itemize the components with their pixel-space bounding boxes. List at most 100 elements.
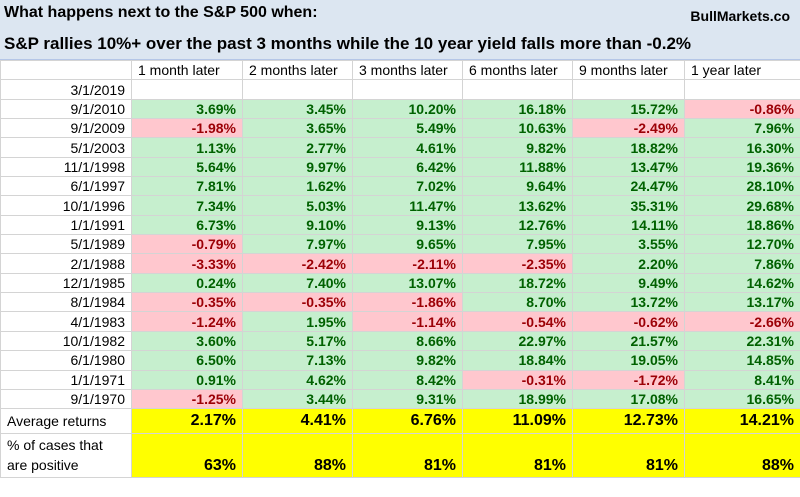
return-cell: -1.14% [352, 311, 463, 332]
column-header: 6 months later [462, 59, 573, 81]
return-cell: -1.24% [131, 311, 243, 332]
return-cell: 16.65% [684, 388, 800, 410]
data-row: 1/1/1991 6.73% 9.10% 9.13% 12.76% 14.11% 18.86… [0, 214, 800, 236]
return-cell: 16.18% [462, 98, 573, 120]
data-row: 5/1/2003 1.13% 2.77% 4.61% 9.82% 18.82% 16.30% [0, 137, 800, 158]
data-row: 2/1/1988 -3.33% -2.42% -2.11% -2.35% 2.20% 7.8… [0, 253, 800, 274]
date-cell: 9/1/1970 [0, 388, 132, 410]
return-cell: 6.50% [131, 350, 243, 371]
return-cell: 9.49% [572, 272, 685, 294]
return-cell: -1.98% [131, 118, 243, 139]
date-cell: 1/1/1971 [0, 369, 132, 390]
date-cell: 5/1/2003 [0, 137, 132, 158]
date-cell: 11/1/1998 [0, 156, 132, 178]
return-cell: -2.11% [352, 253, 463, 274]
column-header: 9 months later [572, 59, 685, 81]
return-cell: 14.62% [684, 272, 800, 294]
date-cell: 3/1/2019 [0, 79, 132, 100]
returns-table: 1 month later 2 months later 3 months late… [0, 59, 800, 479]
return-cell: 19.36% [684, 156, 800, 178]
return-cell: 7.86% [684, 253, 800, 274]
date-cell: 6/1/1997 [0, 176, 132, 197]
return-cell: 7.40% [242, 272, 353, 294]
return-cell: 7.81% [131, 176, 243, 197]
return-cell: 21.57% [572, 330, 685, 352]
return-cell: 11.88% [462, 156, 573, 178]
return-cell: 22.31% [684, 330, 800, 352]
return-cell: 14.85% [684, 350, 800, 371]
return-cell: 9.10% [242, 214, 353, 236]
date-cell: 1/1/1991 [0, 214, 132, 236]
return-cell: 6.42% [352, 156, 463, 178]
return-cell: 3.60% [131, 330, 243, 352]
return-cell: 13.47% [572, 156, 685, 178]
return-cell: 12.70% [684, 234, 800, 255]
return-cell: 8.70% [462, 292, 573, 313]
data-row: 4/1/1983 -1.24% 1.95% -1.14% -0.54% -0.62% -2.… [0, 311, 800, 332]
return-cell: -0.31% [462, 369, 573, 390]
return-cell: 13.07% [352, 272, 463, 294]
return-cell: -0.35% [242, 292, 353, 313]
column-header: 3 months later [352, 59, 463, 81]
summary-value: 12.73% [572, 408, 685, 435]
return-cell: -2.42% [242, 253, 353, 274]
return-cell: 1.13% [131, 137, 243, 158]
return-cell: 10.20% [352, 98, 463, 120]
return-cell: 9.82% [462, 137, 573, 158]
return-cell: 18.82% [572, 137, 685, 158]
return-cell: 3.44% [242, 388, 353, 410]
return-cell: 18.99% [462, 388, 573, 410]
data-row: 9/1/2009 -1.98% 3.65% 5.49% 10.63% -2.49% 7.96… [0, 118, 800, 139]
date-cell: 4/1/1983 [0, 311, 132, 332]
return-cell: 5.17% [242, 330, 353, 352]
empty-cell [572, 79, 685, 100]
summary-value: 81% [352, 433, 463, 479]
return-cell: -3.33% [131, 253, 243, 274]
return-cell: -2.35% [462, 253, 573, 274]
return-cell: 19.05% [572, 350, 685, 371]
summary-value: 88% [242, 433, 353, 479]
return-cell: 17.08% [572, 388, 685, 410]
return-cell: -0.35% [131, 292, 243, 313]
return-cell: 7.96% [684, 118, 800, 139]
return-cell: 9.82% [352, 350, 463, 371]
return-cell: 8.41% [684, 369, 800, 390]
return-cell: -0.86% [684, 98, 800, 120]
empty-cell [131, 79, 243, 100]
date-cell: 6/1/1980 [0, 350, 132, 371]
data-row: 10/1/1982 3.60% 5.17% 8.66% 22.97% 21.57% 22.3… [0, 330, 800, 352]
summary-value: 81% [572, 433, 685, 479]
return-cell: 18.84% [462, 350, 573, 371]
data-row: 9/1/2010 3.69% 3.45% 10.20% 16.18% 15.72% -0.8… [0, 98, 800, 120]
return-cell: -0.54% [462, 311, 573, 332]
return-cell: 7.97% [242, 234, 353, 255]
subtitle: S&P rallies 10%+ over the past 3 months … [4, 34, 692, 53]
return-cell: 9.65% [352, 234, 463, 255]
header: What happens next to the S&P 500 when: B… [0, 0, 800, 60]
return-cell: 7.34% [131, 195, 243, 216]
return-cell: 3.69% [131, 98, 243, 120]
empty-cell [684, 79, 800, 100]
return-cell: -0.79% [131, 234, 243, 255]
date-cell: 10/1/1982 [0, 330, 132, 352]
header-row: 1 month later 2 months later 3 months late… [0, 59, 800, 81]
data-row: 5/1/1989 -0.79% 7.97% 9.65% 7.95% 3.55% 12.70% [0, 234, 800, 255]
date-cell: 5/1/1989 [0, 234, 132, 255]
data-row: 10/1/1996 7.34% 5.03% 11.47% 13.62% 35.31% 29.… [0, 195, 800, 216]
return-cell: 3.45% [242, 98, 353, 120]
return-cell: 35.31% [572, 195, 685, 216]
return-cell: 5.64% [131, 156, 243, 178]
return-cell: 13.72% [572, 292, 685, 313]
return-cell: -2.49% [572, 118, 685, 139]
return-cell: 3.65% [242, 118, 353, 139]
return-cell: 0.91% [131, 369, 243, 390]
return-cell: 22.97% [462, 330, 573, 352]
return-cell: 14.11% [572, 214, 685, 236]
data-row: 11/1/1998 5.64% 9.97% 6.42% 11.88% 13.47% 19.3… [0, 156, 800, 178]
return-cell: 7.02% [352, 176, 463, 197]
empty-cell [462, 79, 573, 100]
return-cell: 15.72% [572, 98, 685, 120]
return-cell: 28.10% [684, 176, 800, 197]
data-row: 9/1/1970 -1.25% 3.44% 9.31% 18.99% 17.08% 16.6… [0, 388, 800, 410]
return-cell: -2.66% [684, 311, 800, 332]
